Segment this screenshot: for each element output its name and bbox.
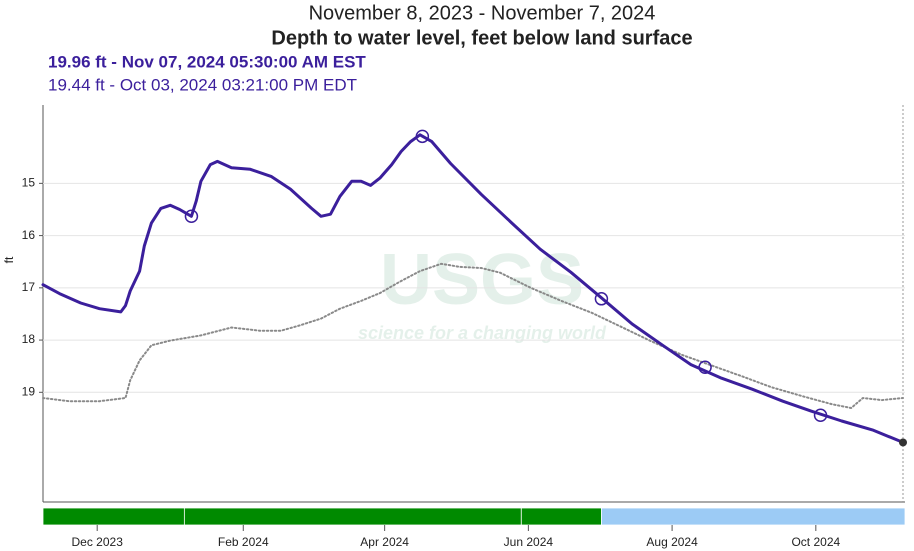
watermark-tagline: science for a changing world (358, 323, 607, 343)
comparison-line (42, 262, 904, 409)
approval-segment (520, 507, 602, 526)
field-measurement (184, 209, 199, 224)
watermark: USGS (380, 240, 584, 320)
approval-segment (183, 507, 522, 526)
water-level-line (41, 133, 905, 444)
y-tick-label: 16 (22, 228, 36, 242)
x-tick-label: Dec 2023 (72, 535, 124, 549)
x-tick-label: Jun 2024 (504, 535, 554, 549)
field-measurement (698, 360, 712, 374)
x-tick-label: Feb 2024 (218, 535, 269, 549)
field-measurement (415, 129, 430, 144)
latest-point (899, 438, 907, 447)
field-measurement (813, 408, 828, 423)
x-tick-label: Apr 2024 (360, 535, 409, 549)
x-tick-label: Oct 2024 (791, 535, 840, 549)
y-tick-label: 15 (22, 176, 36, 190)
y-tick-label: 17 (22, 280, 36, 294)
y-tick-label: 19 (22, 384, 36, 398)
approval-segment (42, 507, 185, 526)
date-range: November 8, 2023 - November 7, 2024 (309, 2, 656, 24)
field-measurement (594, 292, 609, 306)
x-tick-label: Aug 2024 (646, 535, 698, 549)
y-axis-label: ft (2, 256, 16, 263)
y-tick-label: 18 (22, 332, 36, 346)
selected-reading: 19.44 ft - Oct 03, 2024 03:21:00 PM EDT (48, 75, 357, 94)
approval-segment (601, 507, 906, 526)
latest-reading: 19.96 ft - Nov 07, 2024 05:30:00 AM EST (48, 52, 366, 71)
chart-title: Depth to water level, feet below land su… (271, 27, 692, 49)
